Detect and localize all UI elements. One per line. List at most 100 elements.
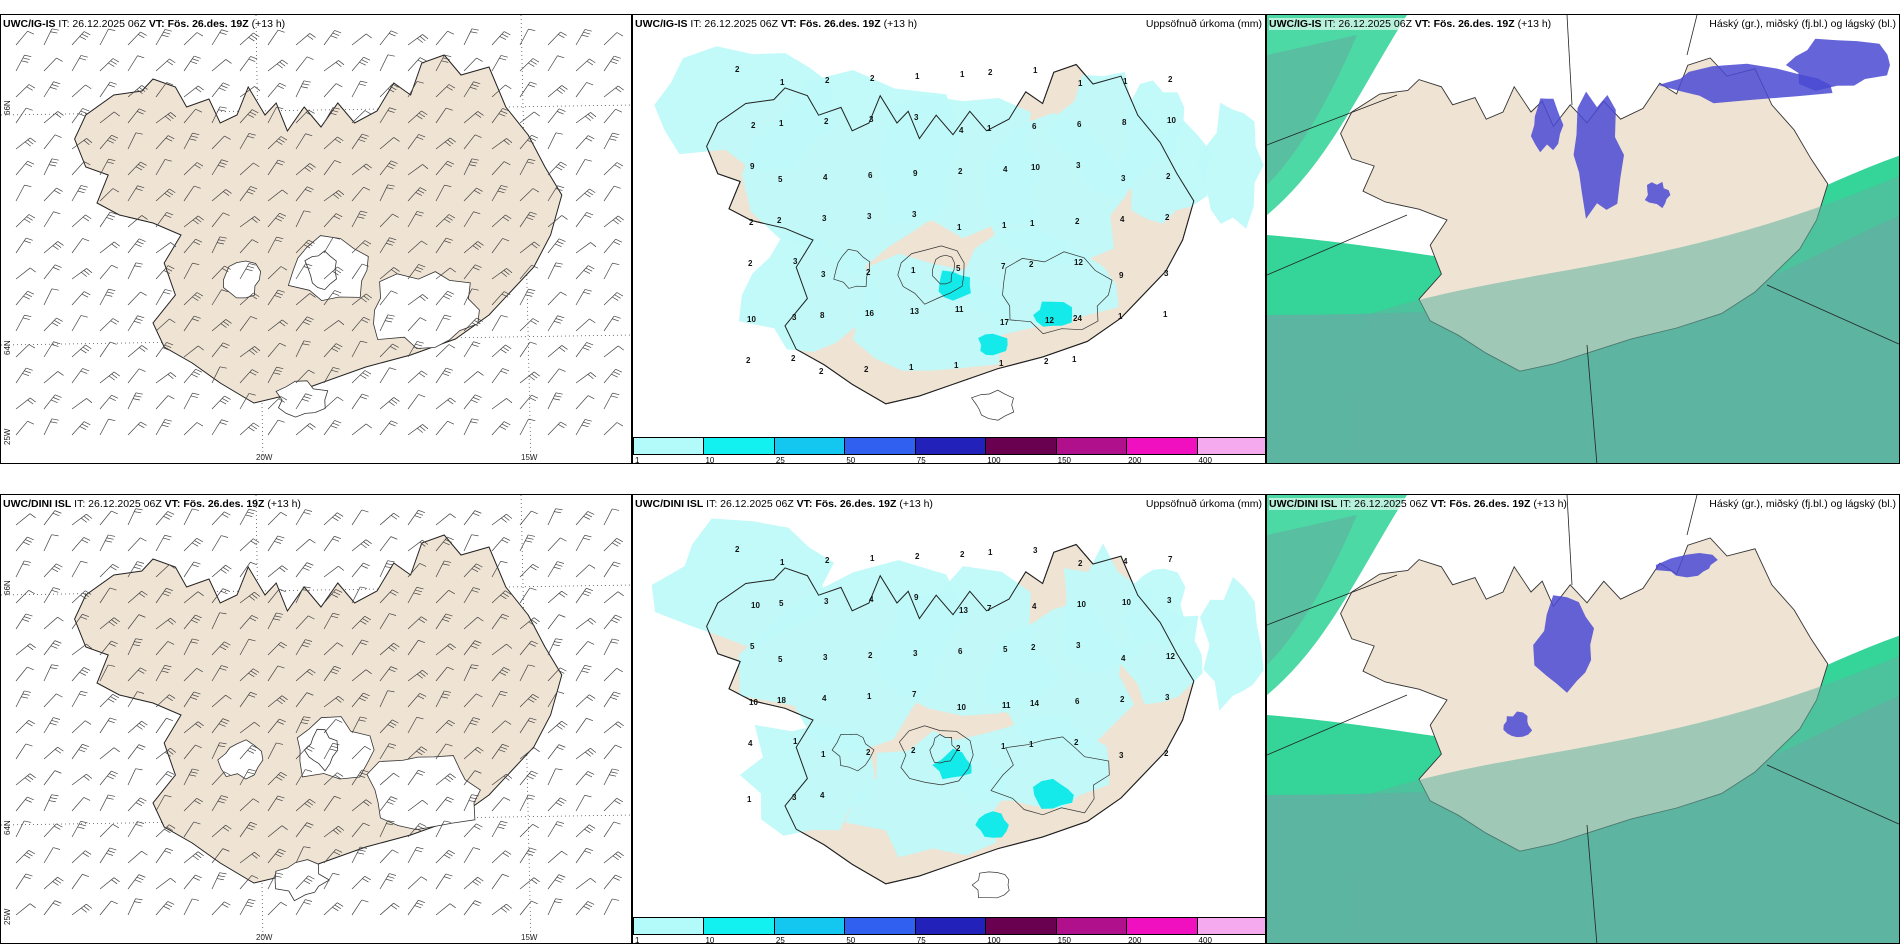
- precip-value-label: 9: [750, 162, 755, 171]
- colorbar-segment: [633, 437, 705, 455]
- wind-panel-top: UWC/IG-IS IT: 26.12.2025 06Z VT: Fös. 26…: [0, 14, 632, 464]
- precip-value-label: 1: [1030, 219, 1035, 228]
- precip-value-label: 3: [1119, 751, 1124, 760]
- cloud-map: [1267, 15, 1899, 463]
- colorbar-segment: [985, 917, 1057, 935]
- colorbar-segment: [1196, 917, 1265, 935]
- colorbar-tick: 75: [916, 936, 926, 944]
- precip-value-label: 3: [1033, 546, 1038, 555]
- precip-value-label: 2: [1029, 260, 1034, 269]
- lat-label-64n: 64N: [3, 820, 12, 835]
- colorbar-tick: 25: [775, 936, 785, 944]
- precip-value-label: 2: [1165, 213, 1170, 222]
- precip-value-label: 2: [915, 552, 920, 561]
- glacier-outline: [971, 871, 1010, 899]
- precip-value-label: 2: [777, 216, 782, 225]
- precip-value-label: 6: [958, 647, 963, 656]
- colorbar-segment: [844, 437, 916, 455]
- colorbar-tick: 150: [1057, 936, 1072, 944]
- colorbar-segment: [1196, 437, 1265, 455]
- precip-value-label: 4: [1123, 557, 1128, 566]
- colorbar: 1 10 25 50 75 100 150 200 400: [633, 917, 1265, 943]
- colorbar-tick: 400: [1198, 456, 1212, 464]
- precip-value-label: 10: [1077, 600, 1086, 609]
- precip-value-label: 6: [1077, 120, 1082, 129]
- colorbar-segment: [1126, 437, 1198, 455]
- colorbar-segment: [1055, 437, 1128, 455]
- high-cloud-field: [1530, 38, 1890, 219]
- precip-value-label: 1: [1078, 79, 1083, 88]
- wind-map: [1, 15, 631, 463]
- colorbar-tick: 400: [1198, 936, 1212, 944]
- precip-map: [651, 518, 1264, 899]
- precip-value-label: 3: [792, 313, 797, 322]
- coastline: [706, 63, 1195, 405]
- precip-value-label: 1: [911, 266, 916, 275]
- precip-value-label: 2: [988, 68, 993, 77]
- colorbar-tick: 150: [1057, 456, 1072, 464]
- precip-panel-top: UWC/IG-IS IT: 26.12.2025 06Z VT: Fös. 26…: [632, 14, 1266, 464]
- precip-value-label: 10: [1031, 163, 1040, 172]
- precip-value-label: 9: [913, 169, 918, 178]
- precip-value-label: 1: [870, 554, 875, 563]
- lon-label-15w: 15W: [521, 933, 538, 942]
- precip-value-label: 1: [821, 750, 826, 759]
- colorbar-tick: 100: [987, 456, 1001, 464]
- precip-value-label: 3: [793, 257, 798, 266]
- colorbar-segment: [1055, 917, 1128, 935]
- precip-value-label: 7: [1168, 555, 1173, 564]
- panel-header: UWC/DINI ISL IT: 26.12.2025 06Z VT: Fös.…: [3, 498, 301, 510]
- precip-value-label: 2: [1166, 172, 1171, 181]
- precip-value-label: 1: [780, 78, 785, 87]
- precip-value-label: 2: [748, 259, 753, 268]
- precip-value-label: 2: [1031, 643, 1036, 652]
- precip-value-label: 1: [1002, 221, 1007, 230]
- precip-value-label: 2: [868, 651, 873, 660]
- precip-value-label: 1: [957, 223, 962, 232]
- precip-value-label: 4: [1003, 165, 1008, 174]
- precip-value-label: 10: [749, 698, 758, 707]
- precip-value-label: 3: [1167, 596, 1172, 605]
- precip-value-label: 4: [1121, 654, 1126, 663]
- precip-value-label: 2: [735, 65, 740, 74]
- precip-value-label: 1: [1123, 77, 1128, 86]
- glacier-outline: [970, 389, 1015, 421]
- colorbar-tick: 10: [705, 936, 715, 944]
- precip-value-label: 1: [867, 692, 872, 701]
- precip-value-label: 1: [987, 124, 992, 133]
- precip-value-label: 2: [819, 367, 824, 376]
- precip-value-label: 3: [1121, 174, 1126, 183]
- precip-value-label: 10: [957, 703, 966, 712]
- precip-value-label: 5: [778, 655, 783, 664]
- precip-value-label: 8: [820, 311, 825, 320]
- precip-value-label: 3: [1076, 161, 1081, 170]
- precip-value-label: 1: [1033, 66, 1038, 75]
- precip-value-label: 3: [913, 649, 918, 658]
- colorbar: 1 10 25 50 75 100 150 200 400: [633, 437, 1265, 463]
- precip-value-label: 2: [1044, 357, 1049, 366]
- precip-value-label: 1: [915, 72, 920, 81]
- precip-value-label: 2: [1074, 738, 1079, 747]
- precip-value-label: 3: [867, 212, 872, 221]
- precip-value-label: 2: [956, 744, 961, 753]
- grid-lines: [1267, 495, 1899, 943]
- colorbar-tick: 50: [846, 936, 856, 944]
- panel-title: Háský (gr.), miðský (fj.bl.) og lágský (…: [1709, 18, 1896, 30]
- panel-title: Uppsöfnuð úrkoma (mm): [1145, 18, 1262, 30]
- glacier: [274, 859, 331, 902]
- glacier-outline: [897, 245, 965, 305]
- wind-barbs: [15, 508, 624, 916]
- lat-label-66n: 66N: [3, 580, 12, 595]
- precip-value-label: 5: [779, 599, 784, 608]
- colorbar-tick: 25: [775, 456, 785, 464]
- lat-label-64n: 64N: [3, 340, 12, 355]
- precip-value-label: 8: [1122, 118, 1127, 127]
- iceland-landmass: [74, 534, 563, 884]
- precip-value-label: 2: [864, 365, 869, 374]
- panel-header: UWC/IG-IS IT: 26.12.2025 06Z VT: Fös. 26…: [3, 18, 286, 30]
- precip-value-label: 5: [750, 642, 755, 651]
- glacier: [304, 250, 337, 291]
- colorbar-segment: [844, 917, 916, 935]
- precip-value-label: 1: [747, 795, 752, 804]
- coastline: [706, 543, 1195, 885]
